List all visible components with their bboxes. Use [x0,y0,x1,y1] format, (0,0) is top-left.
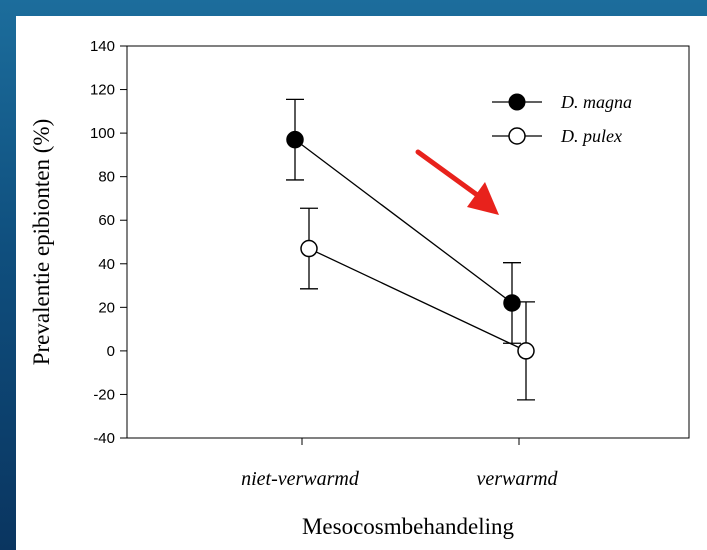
series-line [308,247,527,352]
chart-panel: Prevalentie epibionten (%) Mesocosmbehan… [16,16,707,550]
y-tick-label: 20 [98,299,115,316]
data-point [300,239,318,258]
series-line [294,139,513,304]
y-tick-label: -20 [93,386,115,403]
red-arrow-annotation [415,149,499,215]
data-point [517,342,535,360]
legend: D. magna D. pulex [492,92,632,146]
y-tick-label: 80 [98,169,115,186]
legend-label-d-pulex: D. pulex [560,126,622,146]
y-tick-label: 140 [90,38,115,55]
plot-area-frame [126,45,690,439]
x-category-label: verwarmd [476,468,558,490]
y-axis: -40 -20 0 20 40 60 80 100 120 140 [90,38,127,447]
y-tick-label: 0 [107,343,115,360]
y-tick-label: -40 [93,430,115,447]
data-point [286,130,304,149]
arrow-shaft [415,149,483,200]
y-tick-label: 120 [90,82,115,99]
x-axis-title: Mesocosmbehandeling [302,514,515,539]
data-point [503,294,521,312]
y-tick-label: 40 [98,256,115,273]
x-category-label: niet-verwarmd [241,468,360,490]
series-layer [286,98,535,401]
legend-label-d-magna: D. magna [560,92,632,112]
line-chart: Prevalentie epibionten (%) Mesocosmbehan… [29,38,690,539]
legend-marker-d-magna [508,93,526,111]
y-axis-title: Prevalentie epibionten (%) [29,119,54,366]
y-tick-label: 60 [98,212,115,229]
x-axis: niet-verwarmd verwarmd [241,438,559,490]
y-tick-label: 100 [90,125,115,142]
arrow-head [467,182,499,215]
legend-marker-d-pulex [508,127,526,145]
